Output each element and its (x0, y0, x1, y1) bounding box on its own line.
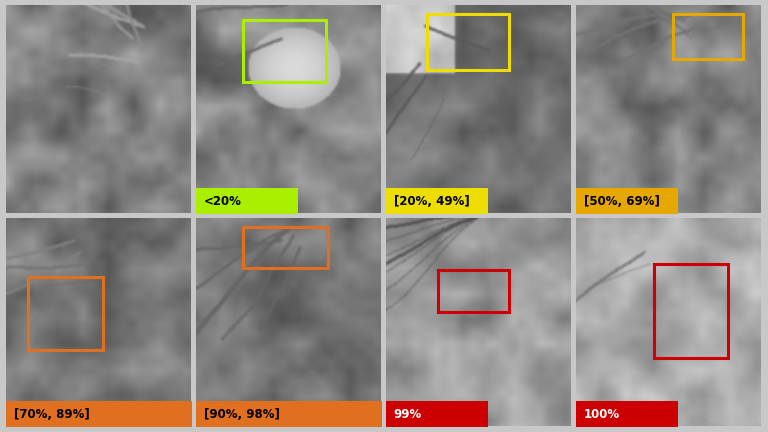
Bar (576, 401, 678, 427)
Bar (196, 401, 382, 427)
Bar (576, 188, 678, 214)
Text: [90%, 98%]: [90%, 98%] (204, 407, 280, 421)
Bar (654, 264, 729, 358)
Bar (386, 188, 488, 214)
Bar (28, 276, 103, 349)
Bar (196, 188, 298, 214)
Text: <20%: <20% (204, 194, 241, 208)
Bar (439, 270, 508, 312)
Text: 100%: 100% (584, 407, 620, 421)
Bar (243, 20, 326, 83)
Text: [20%, 49%]: [20%, 49%] (394, 194, 469, 208)
Bar (6, 401, 192, 427)
Text: [70%, 89%]: [70%, 89%] (14, 407, 89, 421)
Text: 99%: 99% (394, 407, 422, 421)
Bar (386, 401, 488, 427)
Text: [50%, 69%]: [50%, 69%] (584, 194, 660, 208)
Bar (243, 226, 328, 268)
Bar (427, 13, 508, 70)
Bar (673, 13, 743, 60)
